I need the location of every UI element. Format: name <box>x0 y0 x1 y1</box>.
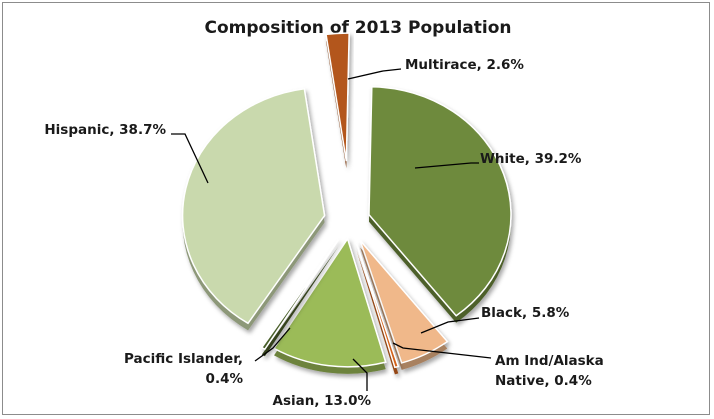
data-label: White, 39.2% <box>480 151 582 167</box>
pie-slices <box>181 32 512 375</box>
data-label: Am Ind/Alaska Native, 0.4% <box>495 353 604 389</box>
data-label: Pacific Islander, 0.4% <box>124 351 243 387</box>
pie-slice-asian <box>272 237 387 374</box>
leader-line <box>420 317 480 334</box>
pie-slice-multirace <box>325 32 350 169</box>
leader-line <box>254 327 291 362</box>
pie-slice-pacific-islander <box>260 239 339 357</box>
data-label: Hispanic, 38.7% <box>44 122 166 138</box>
chart-title: Composition of 2013 Population <box>205 18 512 38</box>
data-label: Asian, 13.0% <box>273 393 372 409</box>
pie-slice-white <box>368 85 512 323</box>
pie-chart: Composition of 2013 Population White, 39… <box>44 18 603 409</box>
leader-line <box>347 68 402 80</box>
chart-frame: Composition of 2013 Population White, 39… <box>2 2 710 415</box>
pie-slice-black <box>359 240 449 370</box>
slice-labels: White, 39.2% Black, 5.8% Am Ind/Alaska Nati… <box>44 57 603 409</box>
leader-lines <box>171 68 492 391</box>
leader-line <box>171 133 209 184</box>
leader-line <box>392 342 492 359</box>
pie-slice-am-ind-alaska-native <box>356 243 400 375</box>
leader-line <box>352 358 368 391</box>
data-label: Multirace, 2.6% <box>405 57 524 73</box>
pie-slice-hispanic <box>181 87 326 331</box>
leader-line <box>414 162 479 169</box>
data-label: Black, 5.8% <box>481 305 570 321</box>
